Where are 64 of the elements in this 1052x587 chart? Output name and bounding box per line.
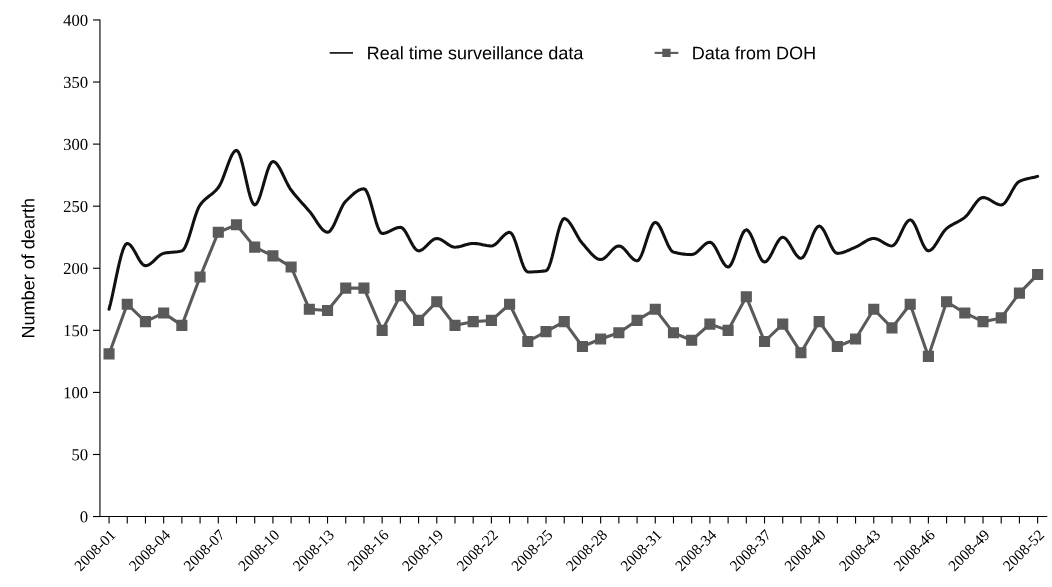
- point: [758, 335, 771, 348]
- point: [103, 348, 115, 360]
- point: [321, 304, 334, 317]
- point: [977, 316, 989, 328]
- point: [394, 290, 406, 302]
- y-tick-label: 250: [63, 200, 88, 213]
- y-tick-label: 200: [63, 262, 88, 275]
- point: [249, 241, 261, 253]
- point: [631, 314, 643, 326]
- point: [795, 347, 807, 359]
- point: [613, 327, 625, 339]
- point: [777, 318, 789, 330]
- y-tick-label: 150: [64, 325, 88, 337]
- point: [303, 303, 315, 315]
- y-tick-label: 350: [63, 76, 88, 88]
- point: [413, 314, 425, 326]
- point: [1032, 268, 1044, 281]
- point: [904, 298, 916, 310]
- point: [995, 312, 1007, 324]
- point: [504, 298, 516, 310]
- point: [1013, 287, 1025, 299]
- point: [922, 350, 934, 362]
- point: [194, 271, 206, 283]
- point: [886, 322, 898, 334]
- point: [667, 327, 680, 339]
- y-axis-title: Number of dearth: [21, 199, 35, 338]
- point: [686, 334, 698, 346]
- y-tick-label: 300: [63, 138, 88, 151]
- point: [740, 291, 752, 303]
- point: [850, 333, 862, 345]
- point: [212, 226, 224, 238]
- legend-label: Data from DOH: [693, 46, 815, 60]
- point: [340, 282, 352, 294]
- point: [431, 296, 443, 308]
- point: [467, 316, 479, 328]
- point: [540, 326, 552, 338]
- y-tick-label: 400: [63, 14, 88, 26]
- point: [358, 282, 370, 294]
- point: [176, 319, 188, 331]
- point: [485, 314, 497, 326]
- point: [230, 219, 243, 231]
- point: [649, 303, 661, 315]
- point: [285, 261, 297, 273]
- point: [576, 340, 589, 353]
- point: [158, 307, 170, 319]
- point: [722, 324, 734, 336]
- point: [813, 316, 825, 328]
- point: [139, 316, 152, 328]
- point: [376, 324, 388, 336]
- point: [595, 333, 607, 345]
- point: [704, 318, 716, 330]
- point: [449, 319, 461, 331]
- y-tick-label: 0: [80, 511, 88, 523]
- point: [831, 340, 843, 353]
- point: [522, 335, 534, 348]
- point: [267, 250, 279, 262]
- point: [121, 298, 133, 310]
- legend-label: Real time surveillance data: [368, 46, 584, 60]
- y-tick-label: 50: [72, 449, 88, 461]
- point: [558, 316, 570, 328]
- y-tick-label: 100: [64, 387, 88, 399]
- point: [868, 303, 880, 315]
- point: [941, 296, 953, 308]
- point: [959, 307, 971, 319]
